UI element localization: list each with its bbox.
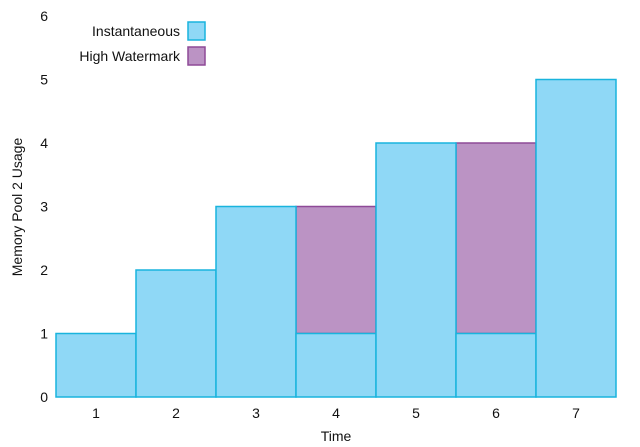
- legend-item-instantaneous: Instantaneous: [92, 21, 206, 41]
- y-axis-label: Memory Pool 2 Usage: [9, 138, 25, 277]
- instantaneous-bar-1: [55, 332, 137, 398]
- x-tick-label: 2: [172, 405, 180, 421]
- x-tick-label: 6: [492, 405, 500, 421]
- legend-item-high-watermark: High Watermark: [79, 46, 206, 66]
- x-tick-label: 3: [252, 405, 260, 421]
- high-watermark-bar-4: [295, 205, 377, 335]
- x-tick-label: 7: [572, 405, 580, 421]
- x-tick-label: 4: [332, 405, 340, 421]
- legend-swatch-instantaneous: [187, 21, 206, 41]
- x-axis: 1 2 3 4 5 6 7: [92, 405, 580, 421]
- instantaneous-bar-5: [375, 142, 457, 398]
- y-tick-label: 5: [40, 72, 48, 88]
- instantaneous-bar-3: [215, 205, 297, 398]
- y-tick-label: 1: [40, 326, 48, 342]
- bars-group: [55, 78, 617, 398]
- y-axis: 0 1 2 3 4 5 6: [40, 8, 48, 405]
- x-tick-label: 1: [92, 405, 100, 421]
- x-tick-label: 5: [412, 405, 420, 421]
- y-tick-label: 2: [40, 262, 48, 278]
- legend: Instantaneous High Watermark: [79, 21, 206, 66]
- high-watermark-bar-6: [455, 142, 537, 335]
- instantaneous-bar-7: [535, 78, 617, 398]
- legend-label-instantaneous: Instantaneous: [92, 23, 180, 39]
- x-axis-label: Time: [321, 428, 352, 444]
- instantaneous-bar-4: [295, 332, 377, 398]
- legend-label-high-watermark: High Watermark: [79, 48, 181, 64]
- y-tick-label: 6: [40, 8, 48, 24]
- y-tick-label: 4: [40, 135, 48, 151]
- y-tick-label: 0: [40, 389, 48, 405]
- y-tick-label: 3: [40, 199, 48, 215]
- instantaneous-bar-6: [455, 332, 537, 398]
- instantaneous-bar-2: [135, 269, 217, 398]
- legend-swatch-high-watermark: [187, 46, 206, 66]
